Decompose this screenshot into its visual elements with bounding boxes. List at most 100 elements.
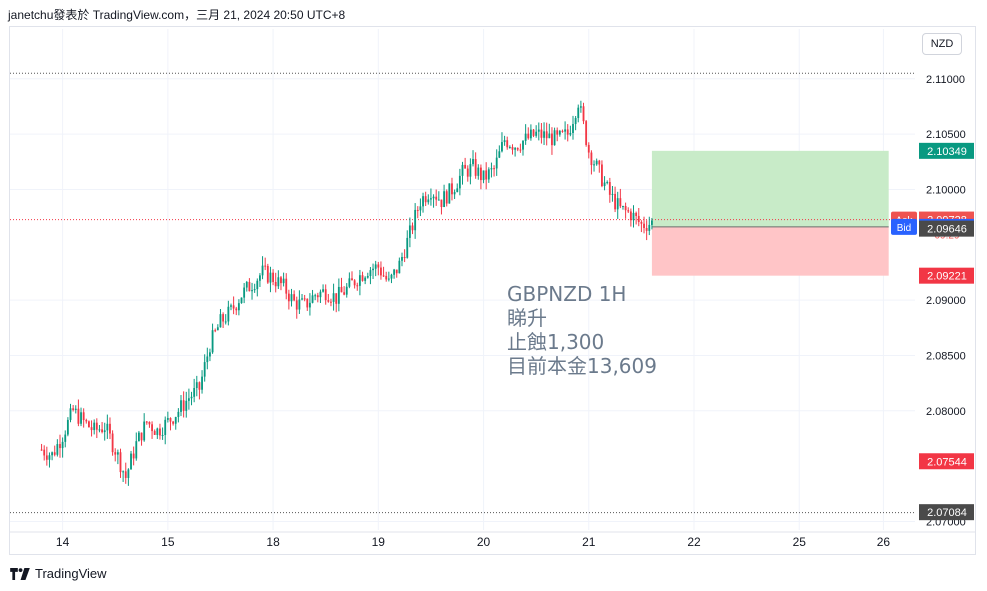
candle-body bbox=[198, 382, 201, 390]
candle-body bbox=[356, 285, 359, 287]
candle-body bbox=[395, 269, 398, 274]
candle-body bbox=[466, 168, 469, 177]
candle-body bbox=[532, 129, 535, 136]
candle-body bbox=[501, 142, 503, 152]
candle-body bbox=[77, 408, 80, 424]
candle-body bbox=[566, 129, 569, 135]
candle-body bbox=[332, 293, 335, 302]
candle-body bbox=[398, 260, 401, 274]
candle-body bbox=[237, 303, 240, 311]
candle-body bbox=[616, 198, 619, 210]
candle-body bbox=[311, 295, 314, 303]
candle-body bbox=[82, 412, 85, 421]
candle-body bbox=[266, 265, 269, 283]
bid-tag: Bid bbox=[897, 223, 911, 234]
candle-body bbox=[443, 191, 446, 208]
candle-body bbox=[143, 421, 146, 441]
currency-button[interactable]: NZD bbox=[922, 33, 962, 55]
candle-body bbox=[245, 281, 248, 288]
candle-body bbox=[445, 191, 448, 204]
candle-body bbox=[101, 429, 103, 433]
take-profit-label: 2.10349 bbox=[927, 146, 967, 158]
candle-body bbox=[411, 225, 414, 231]
candle-body bbox=[195, 382, 198, 389]
candle-body bbox=[582, 106, 585, 122]
candle-body bbox=[619, 198, 622, 207]
price-chart[interactable]: 2.11000 2.10500 2.10000 2.09000 2.08500 2.080… bbox=[10, 27, 976, 555]
candle-body bbox=[51, 452, 54, 456]
candle-body bbox=[503, 140, 506, 143]
price-tick-label: 2.08000 bbox=[926, 406, 966, 418]
candle-body bbox=[230, 305, 232, 307]
candle-body bbox=[553, 130, 556, 146]
time-tick-label: 18 bbox=[266, 535, 280, 549]
candle-body bbox=[337, 286, 340, 304]
candle-body bbox=[380, 267, 382, 276]
candle-body bbox=[516, 148, 519, 150]
candle-body bbox=[461, 164, 464, 176]
candle-body bbox=[224, 321, 227, 323]
candle-body bbox=[635, 212, 638, 216]
candle-body bbox=[572, 124, 574, 133]
candle-body bbox=[464, 164, 467, 169]
candle-body bbox=[640, 222, 643, 224]
candle-body bbox=[385, 275, 388, 280]
candle-body bbox=[45, 455, 48, 460]
last-price-label-bg bbox=[919, 220, 974, 237]
candle-body bbox=[211, 330, 214, 353]
candle-body bbox=[537, 129, 540, 132]
price-tick-label: 2.10500 bbox=[926, 129, 966, 141]
candle-body bbox=[622, 205, 624, 207]
candle-body bbox=[130, 453, 132, 470]
candle-body bbox=[272, 272, 275, 282]
candle-body bbox=[53, 452, 56, 455]
candle-body bbox=[85, 420, 88, 422]
time-tick-label: 22 bbox=[687, 535, 701, 549]
trade-note-stop-loss: 止蝕1,300 bbox=[507, 330, 605, 354]
candle-body bbox=[645, 228, 648, 231]
candle-body bbox=[327, 300, 330, 302]
candle-body bbox=[316, 295, 319, 298]
candle-body bbox=[80, 412, 82, 424]
candle-body bbox=[109, 423, 111, 434]
candle-body bbox=[174, 417, 177, 424]
candle-body bbox=[330, 301, 332, 303]
candle-body bbox=[74, 408, 77, 410]
candle-body bbox=[180, 400, 182, 412]
candle-body bbox=[437, 199, 440, 201]
candle-body bbox=[322, 289, 324, 292]
candle-body bbox=[637, 215, 640, 223]
take-profit-label-bg bbox=[919, 142, 974, 159]
candle-body bbox=[601, 164, 603, 187]
price-tick-label: 2.10000 bbox=[926, 184, 966, 196]
grid-lines bbox=[10, 29, 976, 533]
candle-body bbox=[477, 167, 480, 176]
price-tick-label: 2.08500 bbox=[926, 350, 966, 362]
candle-body bbox=[611, 193, 614, 195]
time-tick-label: 19 bbox=[372, 535, 386, 549]
candle-body bbox=[432, 196, 435, 199]
candle-body bbox=[295, 300, 298, 310]
candle-body bbox=[440, 199, 443, 208]
low-line-label: 2.07084 bbox=[927, 507, 967, 519]
candle-body bbox=[166, 418, 169, 420]
time-tick-label: 25 bbox=[793, 535, 807, 549]
candle-body bbox=[485, 170, 488, 180]
candle-body bbox=[308, 302, 311, 308]
candle-body bbox=[579, 106, 582, 108]
candle-body bbox=[132, 453, 135, 459]
last-price-label: 2.09646 bbox=[927, 224, 967, 236]
candle-body bbox=[482, 170, 485, 181]
candle-body bbox=[66, 419, 69, 435]
candle-body bbox=[88, 421, 90, 428]
horizontal-lines bbox=[10, 72, 915, 514]
candle-body bbox=[529, 129, 532, 139]
candle-body bbox=[106, 423, 109, 431]
candle-body bbox=[137, 432, 140, 442]
time-tick-label: 20 bbox=[477, 535, 491, 549]
candle-body bbox=[98, 429, 101, 431]
candle-body bbox=[290, 294, 293, 302]
tradingview-footer[interactable]: TradingView bbox=[10, 566, 107, 581]
candle-body bbox=[348, 278, 351, 287]
candle-body bbox=[285, 278, 288, 294]
